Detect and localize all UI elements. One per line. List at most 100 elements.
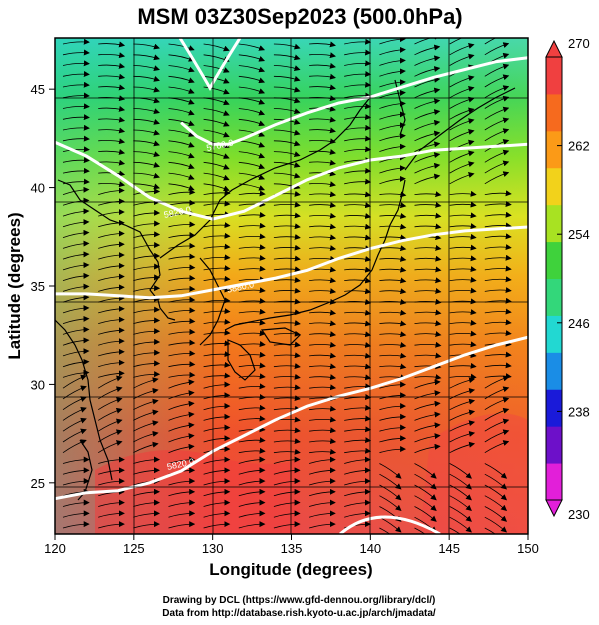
streamline-arrow (484, 375, 510, 389)
streamline-arrow (133, 521, 160, 529)
streamline-arrow (344, 478, 371, 486)
coast-shikoku (260, 327, 302, 346)
wind-streamlines (62, 38, 512, 534)
streamline-arrow (379, 46, 406, 56)
streamline-arrow (379, 212, 407, 219)
streamline-arrow (203, 200, 231, 207)
streamline-arrow (379, 495, 402, 512)
streamline-arrow (98, 338, 125, 346)
streamline-arrow (484, 149, 510, 163)
streamline-arrow (168, 411, 195, 421)
streamline-arrow (449, 387, 476, 400)
streamline-arrow (344, 191, 372, 198)
streamline-arrow (203, 424, 231, 432)
streamline-arrow (484, 117, 510, 131)
streamline-arrow (414, 152, 441, 163)
streamline-arrow (97, 418, 123, 432)
streamline-arrow (62, 478, 90, 486)
streamline-arrow (414, 495, 437, 512)
streamline-arrow (379, 132, 406, 142)
streamline-arrow (133, 75, 160, 82)
streamline-arrow (273, 510, 301, 518)
streamline-arrow (62, 81, 90, 88)
streamline-arrow (273, 161, 301, 168)
streamline-arrow (168, 328, 196, 335)
streamline-arrow (484, 463, 508, 479)
y-tick-label: 25 (31, 476, 45, 491)
streamline-arrow (98, 105, 126, 112)
streamline-arrow (344, 213, 372, 219)
streamline-arrow (133, 108, 160, 114)
streamline-arrow (308, 456, 336, 464)
streamline-arrow (133, 43, 160, 50)
streamline-arrow (133, 510, 160, 518)
streamline-arrow (449, 373, 477, 380)
streamline-arrow (62, 71, 90, 78)
streamline-arrow (379, 424, 407, 432)
streamline-arrow (238, 447, 266, 454)
streamline-arrow (203, 43, 230, 52)
x-tick-label: 120 (44, 541, 66, 556)
streamline-arrow (273, 108, 301, 114)
streamline-arrow (379, 463, 402, 479)
streamline-arrow (98, 209, 125, 217)
streamline-arrow (133, 183, 160, 190)
streamline-arrow (133, 387, 159, 400)
streamline-arrow (309, 73, 336, 80)
streamline-arrow (62, 262, 90, 271)
streamline-arrow (238, 510, 266, 518)
streamline-arrow (62, 283, 90, 292)
streamline-arrow (309, 149, 336, 155)
streamline-arrow (414, 331, 442, 337)
streamline-arrow (62, 157, 90, 164)
streamline-arrow (273, 277, 301, 283)
colorbar-tick-label: 238 (568, 404, 590, 419)
streamline-arrow (449, 420, 476, 432)
streamline-arrow (484, 287, 512, 294)
streamline-arrow (273, 75, 301, 82)
streamline-arrow (168, 510, 196, 518)
colorbar-segment (546, 57, 562, 95)
streamline-arrow (309, 320, 337, 327)
streamline-arrow (273, 448, 301, 455)
streamline-arrow (414, 141, 441, 152)
streamline-arrow (62, 374, 87, 389)
streamline-arrow (449, 527, 461, 534)
streamline-arrow (168, 318, 196, 325)
streamline-arrow (414, 277, 442, 284)
streamline-arrow (379, 191, 407, 198)
streamline-arrow (449, 255, 477, 262)
streamline-arrow (62, 305, 90, 314)
streamline-arrow (203, 65, 230, 73)
streamline-arrow (133, 242, 161, 249)
streamline-arrow (168, 371, 196, 378)
streamline-arrow (379, 68, 406, 77)
streamline-arrow (203, 275, 231, 282)
streamline-arrow (273, 427, 301, 434)
streamline-arrow (484, 222, 512, 229)
streamline-arrow (62, 417, 87, 432)
streamline-arrow (273, 244, 301, 251)
y-axis-ticks: 25 30 35 40 45 (31, 82, 55, 491)
streamline-arrow (449, 276, 477, 283)
streamline-arrow (344, 488, 371, 497)
streamline-arrow (98, 478, 125, 486)
streamline-arrow (62, 38, 90, 45)
streamline-arrow (414, 527, 426, 534)
coast-korean-peninsula (199, 257, 226, 346)
streamline-arrow (133, 285, 161, 292)
streamline-arrow (273, 521, 301, 529)
streamline-arrow (449, 441, 476, 454)
streamline-arrow (238, 499, 266, 507)
streamline-arrow (484, 254, 512, 261)
streamline-arrow (344, 92, 372, 99)
streamline-arrow (344, 288, 372, 295)
streamline-arrow (414, 38, 441, 45)
streamline-arrow (379, 309, 407, 316)
streamline-arrow (238, 222, 266, 229)
streamline-arrow (484, 397, 510, 411)
streamline-arrow (344, 510, 371, 518)
streamline-arrow (414, 363, 442, 370)
streamline-arrow (414, 400, 441, 411)
streamline-arrow (344, 103, 372, 110)
